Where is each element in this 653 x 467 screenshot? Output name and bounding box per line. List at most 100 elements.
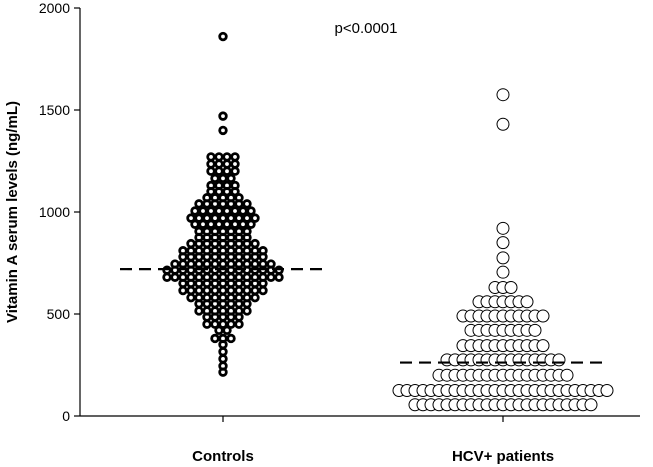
- p-value-annotation: p<0.0001: [335, 20, 398, 37]
- data-point: [218, 111, 228, 121]
- data-point: [246, 206, 256, 216]
- data-point: [600, 384, 614, 397]
- data-point: [230, 159, 240, 169]
- data-point: [178, 285, 188, 296]
- y-axis-ticks: 0 500 1000 1500 2000: [39, 0, 80, 424]
- data-point: [206, 219, 216, 229]
- data-point: [162, 272, 172, 282]
- y-tick-label: 0: [62, 408, 70, 424]
- data-point: [218, 199, 228, 209]
- data-point: [194, 285, 204, 296]
- data-point: [496, 221, 510, 235]
- data-point: [496, 265, 510, 279]
- data-point: [210, 285, 220, 296]
- data-point: [226, 173, 236, 184]
- data-point: [234, 319, 244, 329]
- median-lines: [120, 268, 606, 364]
- data-point: [584, 398, 598, 412]
- data-point: [234, 238, 244, 249]
- data-point: [496, 88, 510, 102]
- data-point: [206, 159, 216, 169]
- data-point: [218, 278, 228, 289]
- data-point: [230, 166, 240, 176]
- data-point: [210, 173, 220, 184]
- data-point: [218, 238, 228, 249]
- data-point: [226, 199, 236, 209]
- data-point: [230, 186, 240, 197]
- data-point: [528, 323, 542, 337]
- data-point: [222, 166, 232, 176]
- data-point: [234, 199, 244, 209]
- data-point: [218, 252, 228, 262]
- data-point: [202, 319, 212, 329]
- data-point: [206, 152, 216, 162]
- data-point: [214, 206, 224, 216]
- data-point: [178, 252, 188, 262]
- data-point: [242, 278, 252, 289]
- data-point: [218, 285, 228, 296]
- data-point: [238, 206, 248, 216]
- x-category-label: Controls: [192, 448, 254, 465]
- data-point: [210, 199, 220, 209]
- data-point: [202, 285, 212, 296]
- data-point: [234, 285, 244, 296]
- data-point: [194, 238, 204, 249]
- x-category-label: HCV+ patients: [452, 448, 554, 465]
- data-point: [234, 252, 244, 262]
- data-point: [234, 278, 244, 289]
- data-point: [194, 252, 204, 262]
- data-point: [520, 295, 534, 309]
- data-point: [222, 219, 232, 229]
- data-point: [222, 325, 232, 336]
- data-point: [496, 251, 510, 265]
- data-point: [194, 299, 204, 309]
- data-point: [226, 278, 236, 289]
- data-point: [198, 219, 208, 229]
- data-point: [250, 285, 260, 296]
- data-point: [218, 173, 228, 184]
- data-point: [210, 252, 220, 262]
- data-point: [210, 238, 220, 249]
- data-point: [242, 285, 252, 296]
- y-tick-label: 2000: [39, 0, 70, 16]
- data-point: [226, 299, 236, 309]
- data-point: [250, 213, 260, 223]
- data-point: [206, 166, 216, 176]
- data-point: [202, 278, 212, 289]
- data-point: [226, 285, 236, 296]
- data-point: [202, 252, 212, 262]
- data-point: [202, 199, 212, 209]
- data-point: [214, 325, 224, 336]
- y-tick-label: 1500: [39, 102, 70, 118]
- data-point: [250, 238, 260, 249]
- data-point: [194, 306, 204, 316]
- y-tick-label: 500: [47, 306, 71, 322]
- data-point: [536, 339, 550, 353]
- data-point: [242, 306, 252, 316]
- data-point: [202, 312, 212, 322]
- data-point: [218, 347, 228, 357]
- data-point: [226, 265, 236, 275]
- data-point: [226, 333, 236, 344]
- data-point: [536, 309, 550, 323]
- data-point: [194, 199, 204, 209]
- data-point: [226, 252, 236, 262]
- data-point: [186, 285, 196, 296]
- data-point: [210, 333, 220, 344]
- data-point: [186, 252, 196, 262]
- data-point: [218, 312, 228, 322]
- data-point: [250, 292, 260, 303]
- data-point: [258, 278, 268, 289]
- data-point: [222, 152, 232, 162]
- data-point: [242, 252, 252, 262]
- data-point: [250, 252, 260, 262]
- data-point: [214, 219, 224, 229]
- data-point: [198, 206, 208, 216]
- data-point: [214, 159, 224, 169]
- data-point: [170, 272, 180, 282]
- data-point: [210, 312, 220, 322]
- data-point: [230, 206, 240, 216]
- data-point: [234, 312, 244, 322]
- data-point: [496, 117, 510, 131]
